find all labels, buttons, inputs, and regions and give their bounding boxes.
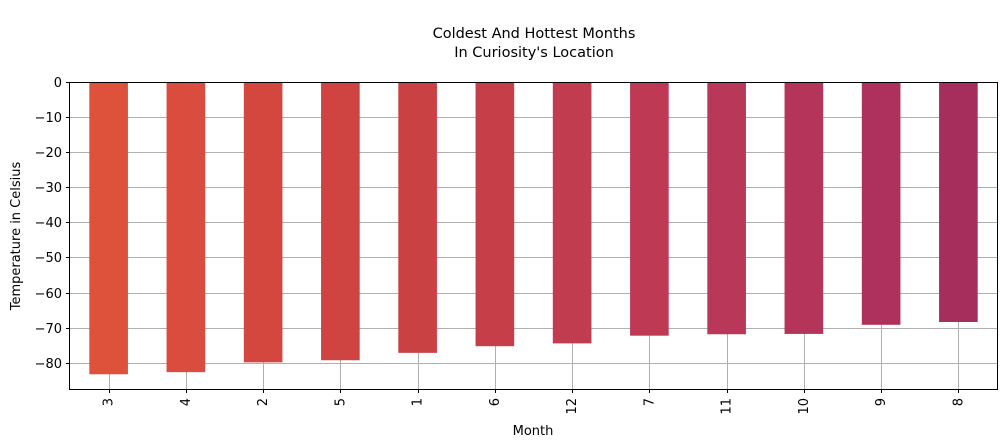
chart-title-line-2: In Curiosity's Location [454, 45, 614, 61]
x-tick-label: 5 [333, 398, 348, 406]
bar-month-8 [939, 82, 978, 322]
bar-month-3 [89, 82, 128, 375]
x-tick-label: 8 [951, 398, 966, 406]
bar-month-7 [630, 82, 669, 336]
plot-frame [69, 82, 998, 390]
x-tick-label: 12 [565, 398, 580, 415]
y-tick-label: 0 [54, 76, 62, 91]
x-tick-label: 10 [797, 398, 812, 415]
x-axis-label: Month [513, 424, 554, 439]
y-tick-label: −80 [35, 357, 62, 372]
y-tick-label: −10 [35, 111, 62, 126]
x-tick-label: 4 [179, 398, 194, 406]
y-tick-label: −20 [35, 146, 62, 161]
bar-month-2 [243, 82, 283, 363]
y-tick-label: −50 [35, 251, 62, 266]
bar-month-4 [166, 82, 206, 373]
x-tick-label: 1 [411, 398, 426, 406]
x-tick-label: 3 [102, 398, 117, 406]
bar-month-5 [321, 82, 360, 361]
bar-month-9 [861, 82, 901, 325]
bar-month-6 [475, 82, 515, 347]
y-tick-label: −70 [35, 322, 62, 337]
chart-title-line-1: Coldest And Hottest Months [433, 26, 636, 42]
bar-month-10 [784, 82, 824, 334]
x-tick-label: 2 [256, 398, 271, 406]
x-tick-label: 6 [488, 398, 503, 406]
bar-month-12 [552, 82, 592, 344]
tick-labels: 0 −10 −20 −30 −40 −50 −60 −70 −80 3 4 2 5 1 6 12 7 11 10 9 8 [35, 76, 967, 415]
bars [89, 82, 978, 375]
bar-month-11 [707, 82, 746, 335]
x-tick-label: 9 [874, 398, 889, 406]
bar-month-1 [398, 82, 437, 353]
x-tick-label: 11 [720, 398, 735, 415]
y-axis-label: Temperature in Celsius [9, 162, 24, 312]
y-tick-label: −60 [35, 287, 62, 302]
grid-lines [70, 82, 997, 389]
x-tick-label: 7 [642, 398, 657, 406]
y-tick-label: −30 [35, 181, 62, 196]
y-tick-label: −40 [35, 216, 62, 231]
